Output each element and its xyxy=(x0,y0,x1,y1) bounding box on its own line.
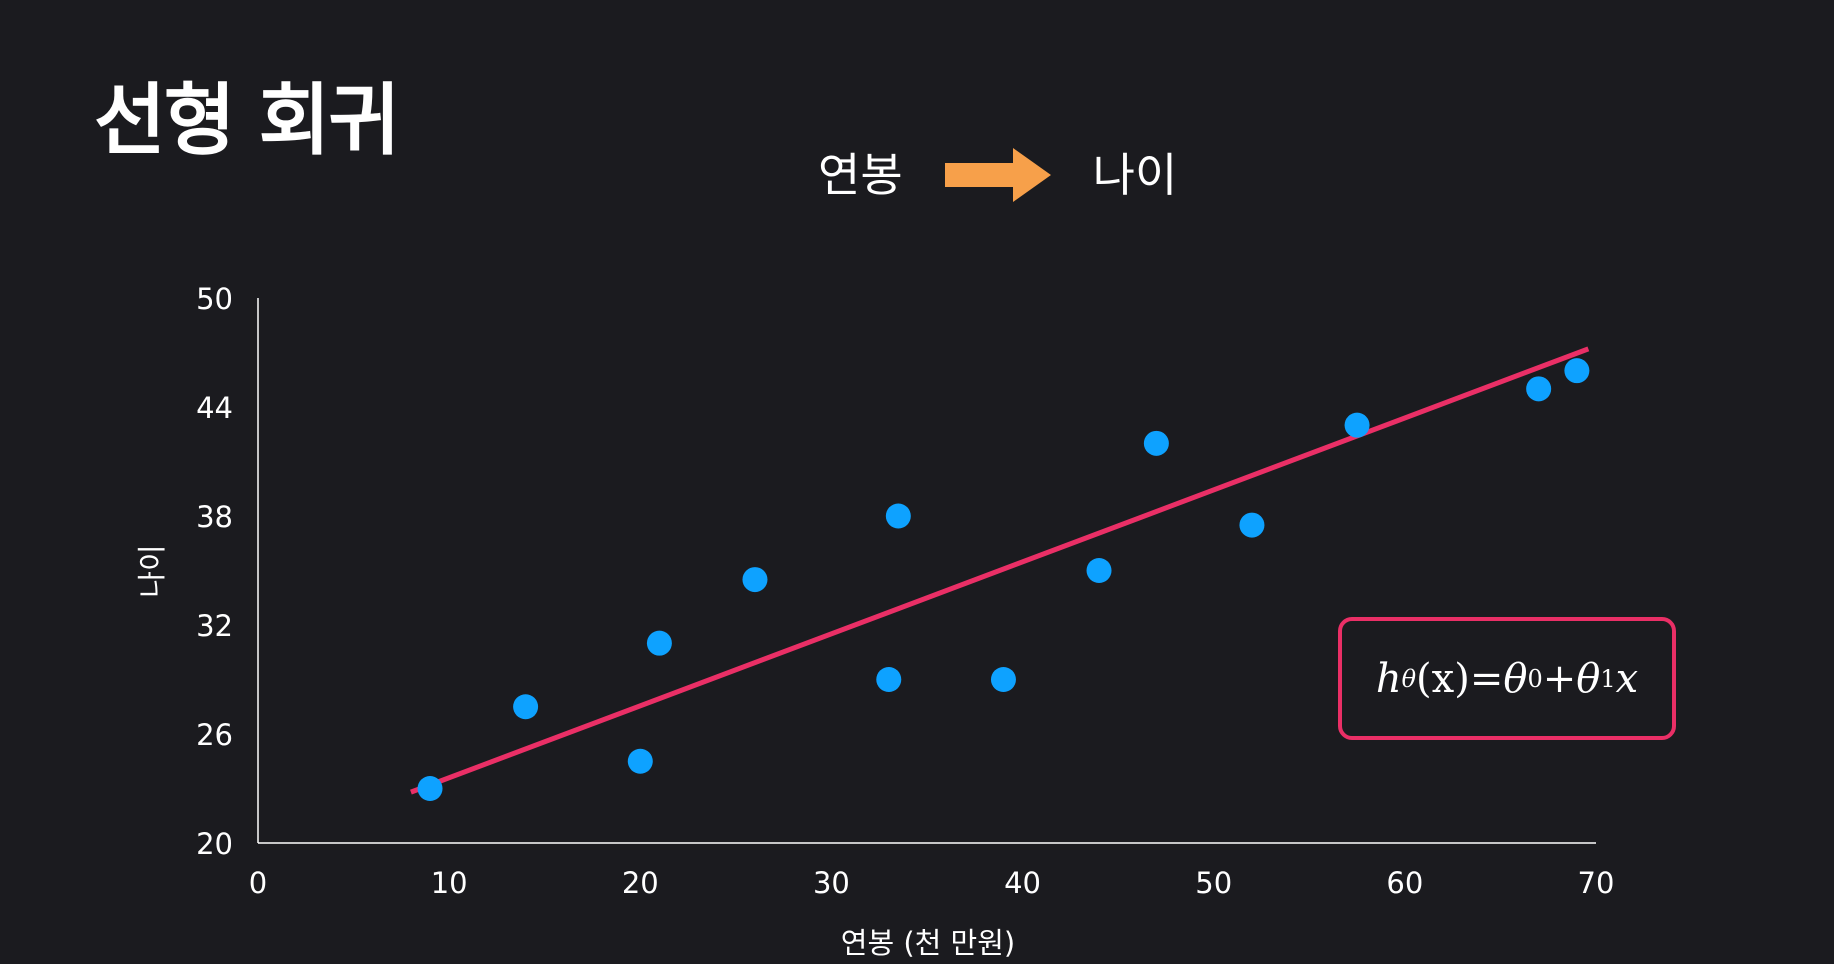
y-axis-title: 나이 xyxy=(135,544,169,597)
data-point xyxy=(513,694,539,720)
data-point xyxy=(1239,512,1265,538)
formula-h-sub: θ xyxy=(1401,664,1417,693)
arrow-right-icon xyxy=(944,148,1051,202)
x-tick-label: 30 xyxy=(813,866,850,900)
x-tick-label: 40 xyxy=(1004,866,1041,900)
formula-theta1: θ xyxy=(1576,655,1601,702)
data-point xyxy=(876,667,902,692)
y-tick-label: 26 xyxy=(196,718,233,752)
data-point xyxy=(417,776,443,801)
formula-h: h xyxy=(1375,655,1402,702)
x-axis-title: 연봉 (천 만원) xyxy=(841,926,1015,960)
data-point xyxy=(627,748,653,774)
formula-plus: + xyxy=(1542,655,1577,702)
x-tick-label: 20 xyxy=(622,866,659,900)
y-tick-label: 38 xyxy=(196,500,233,534)
y-tick-label: 32 xyxy=(196,609,233,643)
flow-diagram: 연봉 나이 xyxy=(818,140,1177,210)
data-point xyxy=(1086,558,1112,583)
regression-line xyxy=(410,346,1590,795)
x-tick-label: 70 xyxy=(1578,866,1615,900)
x-tick-label: 50 xyxy=(1195,866,1232,900)
formula-equals: = xyxy=(1469,655,1504,702)
y-tick-label: 44 xyxy=(196,391,233,425)
y-tick-label: 20 xyxy=(196,827,233,861)
y-tick-label: 50 xyxy=(196,282,233,316)
data-point xyxy=(885,503,911,529)
x-tick-label: 10 xyxy=(431,866,468,900)
formula-theta0: θ xyxy=(1503,655,1528,702)
data-point xyxy=(1143,430,1169,456)
data-point xyxy=(1564,358,1590,384)
formula-x: x xyxy=(1615,655,1639,702)
slide-title: 선형 회귀 xyxy=(94,76,400,166)
data-point xyxy=(1526,376,1552,402)
flow-to-label: 나이 xyxy=(1092,148,1178,202)
flow-from-label: 연봉 xyxy=(818,148,903,202)
data-point xyxy=(646,630,672,656)
data-point xyxy=(990,667,1016,692)
x-tick-label: 0 xyxy=(249,866,267,900)
formula-theta1-sub: 1 xyxy=(1600,664,1616,693)
data-point xyxy=(742,567,768,593)
formula-lhs-arg: (x) xyxy=(1416,655,1470,702)
data-point xyxy=(1344,412,1370,438)
formula-theta0-sub: 0 xyxy=(1527,664,1543,693)
x-tick-label: 60 xyxy=(1386,866,1423,900)
